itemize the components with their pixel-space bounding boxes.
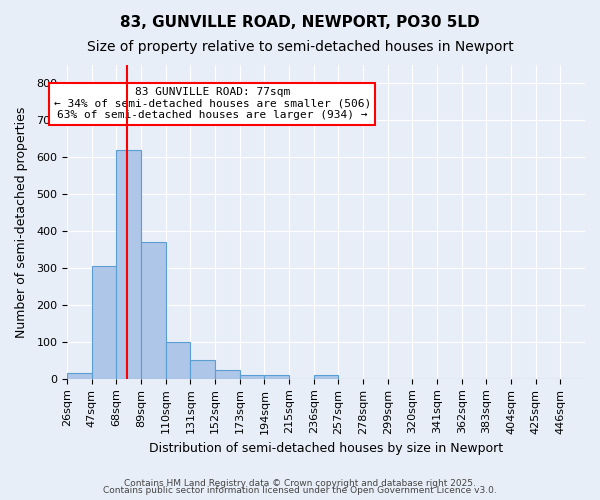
Text: Contains HM Land Registry data © Crown copyright and database right 2025.: Contains HM Land Registry data © Crown c…	[124, 478, 476, 488]
Bar	[67, 374, 92, 379]
Bar	[92, 266, 116, 379]
Text: 83 GUNVILLE ROAD: 77sqm
← 34% of semi-detached houses are smaller (506)
63% of s: 83 GUNVILLE ROAD: 77sqm ← 34% of semi-de…	[53, 87, 371, 120]
Bar	[190, 360, 215, 379]
Bar	[215, 370, 240, 379]
Text: Contains public sector information licensed under the Open Government Licence v3: Contains public sector information licen…	[103, 486, 497, 495]
Y-axis label: Number of semi-detached properties: Number of semi-detached properties	[15, 106, 28, 338]
Bar	[116, 150, 141, 379]
Bar	[141, 242, 166, 379]
Text: Size of property relative to semi-detached houses in Newport: Size of property relative to semi-detach…	[86, 40, 514, 54]
Text: 83, GUNVILLE ROAD, NEWPORT, PO30 5LD: 83, GUNVILLE ROAD, NEWPORT, PO30 5LD	[120, 15, 480, 30]
Bar	[166, 342, 190, 379]
Bar	[265, 375, 289, 379]
Bar	[314, 375, 338, 379]
Bar	[240, 375, 265, 379]
X-axis label: Distribution of semi-detached houses by size in Newport: Distribution of semi-detached houses by …	[149, 442, 503, 455]
